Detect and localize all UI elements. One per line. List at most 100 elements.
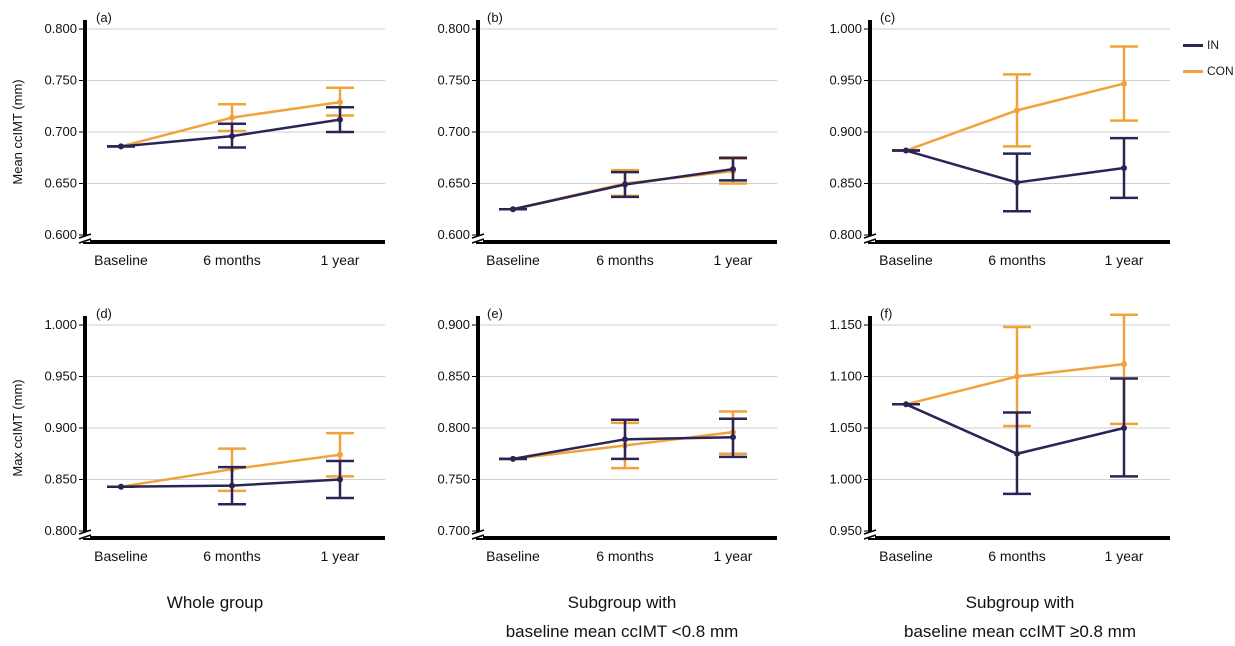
y-tick-label: 1.150 xyxy=(829,317,862,332)
x-tick-label: 6 months xyxy=(203,548,261,564)
x-tick-label: 1 year xyxy=(1105,548,1144,564)
caption-line-2: baseline mean ccIMT <0.8 mm xyxy=(505,622,739,641)
y-tick-label: 0.650 xyxy=(437,176,470,191)
y-tick-label: 1.000 xyxy=(44,317,77,332)
legend-label-con: CON xyxy=(1207,64,1234,78)
axis-break-mark xyxy=(471,529,485,535)
data-point-in xyxy=(337,116,343,123)
y-tick-label: 0.850 xyxy=(829,176,862,191)
data-point-con xyxy=(1014,373,1020,380)
data-point-in xyxy=(1014,179,1020,186)
x-tick-label: 6 months xyxy=(988,548,1046,564)
data-point-con xyxy=(337,451,343,458)
data-point-in xyxy=(1014,450,1020,457)
y-tick-label: 0.900 xyxy=(437,317,470,332)
axis-break-gap xyxy=(473,532,483,538)
axis-break-mark xyxy=(78,529,92,535)
axis-break-mark xyxy=(78,238,92,244)
axis-break-mark xyxy=(471,238,485,244)
axis-break-gap xyxy=(865,236,875,242)
panel-label: (a) xyxy=(96,10,112,25)
x-tick-label: 1 year xyxy=(714,252,753,268)
y-tick-label: 0.900 xyxy=(829,124,862,139)
legend-label-in: IN xyxy=(1207,38,1219,52)
x-tick-label: 6 months xyxy=(596,252,654,268)
panel-label: (d) xyxy=(96,306,112,321)
panel-label: (f) xyxy=(880,306,892,321)
data-point-in xyxy=(1121,425,1127,431)
y-tick-label: 0.800 xyxy=(437,21,470,36)
x-tick-label: 1 year xyxy=(321,252,360,268)
x-tick-label: 1 year xyxy=(321,548,360,564)
axis-break-gap xyxy=(473,236,483,242)
series-line-con xyxy=(905,82,1125,152)
axis-break-mark xyxy=(863,233,877,239)
y-tick-label: 1.000 xyxy=(829,472,862,487)
series-line-con xyxy=(905,362,1125,406)
panel-label: (e) xyxy=(487,306,503,321)
y-tick-label: 0.850 xyxy=(44,472,77,487)
data-point-in xyxy=(622,436,628,443)
axis-break-mark xyxy=(471,233,485,239)
caption-line-2: baseline mean ccIMT ≥0.8 mm xyxy=(904,622,1136,641)
axis-break-mark xyxy=(863,529,877,535)
y-tick-label: 0.600 xyxy=(44,227,77,242)
data-point-in xyxy=(118,483,124,490)
caption-line-1: Subgroup with xyxy=(965,593,1075,612)
data-point-in xyxy=(229,133,235,140)
y-tick-label: 0.600 xyxy=(437,227,470,242)
data-point-con xyxy=(337,99,343,106)
panel-label: (c) xyxy=(880,10,895,25)
data-point-in xyxy=(118,143,124,150)
data-point-in xyxy=(903,401,909,408)
series-line-con xyxy=(512,169,734,211)
x-tick-label: 6 months xyxy=(596,548,654,564)
data-point-in xyxy=(730,166,736,173)
data-point-in xyxy=(229,482,235,489)
data-point-in xyxy=(510,455,516,462)
axis-break-mark xyxy=(78,233,92,239)
x-tick-label: Baseline xyxy=(486,548,540,564)
caption-whole-group: Whole group xyxy=(65,588,365,617)
x-tick-label: Baseline xyxy=(94,252,148,268)
axis-break-gap xyxy=(80,532,90,538)
x-tick-label: 6 months xyxy=(988,252,1046,268)
y-tick-label: 0.650 xyxy=(44,176,77,191)
axis-break-mark xyxy=(863,238,877,244)
y-tick-label: 0.950 xyxy=(829,73,862,88)
data-point-in xyxy=(903,147,909,154)
y-tick-label: 1.100 xyxy=(829,369,862,384)
data-point-con xyxy=(229,114,235,121)
y-tick-label: 0.750 xyxy=(437,73,470,88)
caption-subgroup-low: Subgroup with baseline mean ccIMT <0.8 m… xyxy=(472,588,772,646)
series-line-in xyxy=(905,149,1125,184)
x-tick-label: Baseline xyxy=(879,252,933,268)
data-point-con xyxy=(1014,107,1020,114)
x-tick-label: Baseline xyxy=(879,548,933,564)
caption-line-1: Whole group xyxy=(166,593,264,612)
axis-break-gap xyxy=(80,236,90,242)
y-tick-label: 0.700 xyxy=(437,124,470,139)
data-point-con xyxy=(1121,80,1127,87)
data-point-in xyxy=(337,476,343,483)
y-tick-label: 0.950 xyxy=(44,369,77,384)
y-tick-label: 0.800 xyxy=(829,227,862,242)
caption-line-1: Subgroup with xyxy=(567,593,677,612)
y-tick-label: 0.700 xyxy=(44,124,77,139)
y-axis-title: Max ccIMT (mm) xyxy=(10,379,25,476)
x-tick-label: Baseline xyxy=(94,548,148,564)
y-tick-label: 0.700 xyxy=(437,523,470,538)
y-axis-title: Mean ccIMT (mm) xyxy=(10,79,25,184)
data-point-in xyxy=(622,181,628,188)
x-tick-label: 1 year xyxy=(714,548,753,564)
data-point-in xyxy=(1121,165,1127,172)
caption-subgroup-high: Subgroup with baseline mean ccIMT ≥0.8 m… xyxy=(870,588,1170,646)
axis-break-mark xyxy=(471,534,485,540)
y-tick-label: 0.750 xyxy=(437,472,470,487)
y-tick-label: 0.900 xyxy=(44,420,77,435)
y-tick-label: 1.050 xyxy=(829,420,862,435)
data-point-in xyxy=(510,206,516,213)
y-tick-label: 0.800 xyxy=(44,21,77,36)
legend-swatch-in xyxy=(1183,44,1203,47)
